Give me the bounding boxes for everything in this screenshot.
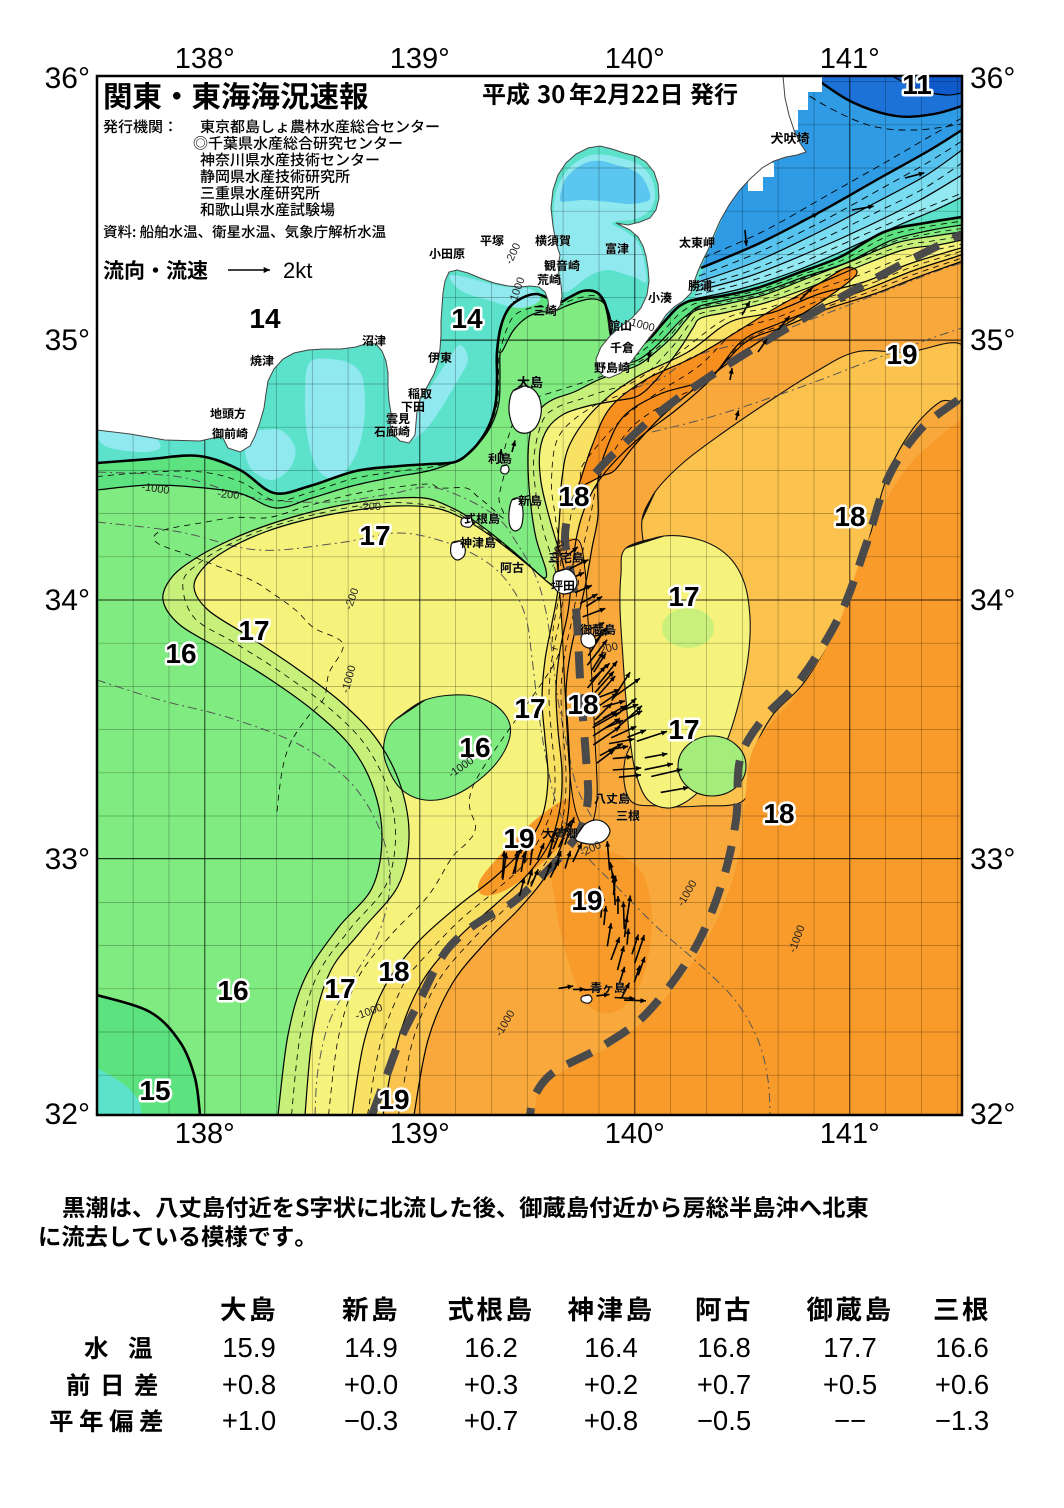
svg-text:15: 15 [139,1075,170,1106]
svg-text:32°: 32° [970,1098,1015,1131]
svg-text:138°: 138° [175,1118,235,1150]
svg-text:+0.0: +0.0 [344,1369,398,1400]
svg-text:139°: 139° [390,43,450,75]
svg-text:14: 14 [451,303,483,334]
svg-text:16.6: 16.6 [935,1332,989,1363]
svg-text:138°: 138° [175,43,235,75]
svg-text:35°: 35° [970,324,1015,357]
svg-text:36°: 36° [970,62,1015,95]
svg-text:16: 16 [217,975,248,1006]
svg-text:−−: −− [834,1405,866,1436]
svg-text:17: 17 [238,615,269,646]
svg-text:18: 18 [567,689,598,720]
svg-text:18: 18 [558,481,589,512]
svg-text:17.7: 17.7 [823,1332,877,1363]
svg-text:19: 19 [571,885,602,916]
svg-text:140°: 140° [605,43,665,75]
svg-text:139°: 139° [390,1118,450,1150]
svg-text:-200: -200 [359,501,381,513]
svg-text:32°: 32° [45,1098,90,1131]
svg-text:18: 18 [834,501,865,532]
svg-text:17: 17 [359,520,390,551]
svg-text:19: 19 [886,339,917,370]
svg-text:17: 17 [514,693,545,724]
svg-text:11: 11 [902,69,932,100]
svg-text:+0.7: +0.7 [464,1405,518,1436]
svg-text:17: 17 [668,581,699,612]
svg-text:18: 18 [378,956,409,987]
svg-text:141°: 141° [820,43,880,75]
svg-text:33°: 33° [970,843,1015,876]
svg-text:19: 19 [503,823,534,854]
svg-text:14: 14 [249,303,281,334]
svg-text:141°: 141° [820,1118,880,1150]
svg-text:+0.7: +0.7 [697,1369,751,1400]
svg-text:33°: 33° [45,843,90,876]
svg-text:+0.3: +0.3 [464,1369,518,1400]
svg-text:+0.5: +0.5 [823,1369,877,1400]
svg-text:16.4: 16.4 [584,1332,638,1363]
svg-text:15.9: 15.9 [222,1332,276,1363]
svg-text:+1.0: +1.0 [222,1405,276,1436]
svg-text:+0.8: +0.8 [584,1405,638,1436]
svg-text:−0.3: −0.3 [344,1405,398,1436]
svg-text:2kt: 2kt [283,258,312,283]
svg-text:14.9: 14.9 [344,1332,398,1363]
svg-text:140°: 140° [605,1118,665,1150]
svg-text:34°: 34° [45,584,90,617]
svg-text:34°: 34° [970,584,1015,617]
svg-text:+0.2: +0.2 [584,1369,638,1400]
svg-text:16.2: 16.2 [464,1332,518,1363]
svg-text:16.8: 16.8 [697,1332,751,1363]
svg-text:-200: -200 [217,488,240,502]
svg-text:+0.8: +0.8 [222,1369,276,1400]
svg-text:17: 17 [324,973,355,1004]
svg-text:35°: 35° [45,324,90,357]
svg-text:19: 19 [378,1084,409,1115]
svg-text:36°: 36° [45,62,90,95]
svg-text:18: 18 [763,798,794,829]
svg-text:17: 17 [668,714,699,745]
svg-text:+0.6: +0.6 [935,1369,989,1400]
svg-text:−1.3: −1.3 [935,1405,989,1436]
svg-text:16: 16 [165,638,196,669]
svg-text:−0.5: −0.5 [697,1405,751,1436]
